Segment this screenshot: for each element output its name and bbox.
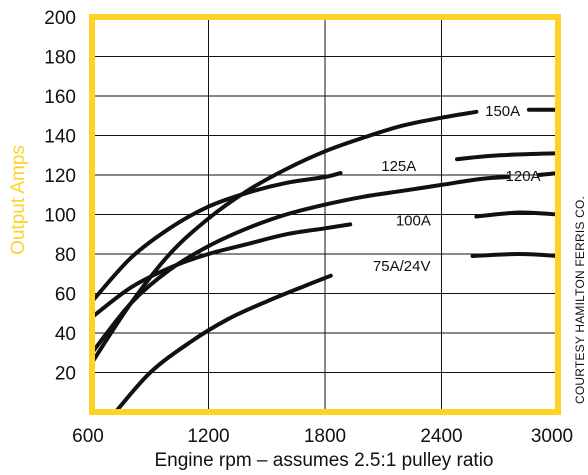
series-curve-120a [90, 175, 510, 355]
y-tick-label: 140 [44, 127, 76, 148]
x-tick-label: 1800 [304, 426, 346, 447]
series-curve-tail-75a-24v [470, 251, 560, 258]
photo-credit: COURTESY HAMILTON FERRIS CO. [573, 196, 587, 404]
series-curve-tail-125a [455, 151, 560, 162]
series-label-125a: 125A [381, 158, 416, 175]
x-tick-label: 3000 [531, 426, 573, 447]
series-curve-75a-24v [115, 273, 333, 412]
y-tick-label: 100 [44, 206, 76, 227]
y-tick-label: 180 [44, 48, 76, 69]
series-label-120a: 120A [506, 168, 541, 185]
y-axis-ticks: 20 40 60 80 100 120 140 160 180 200 [44, 8, 76, 385]
series-label-150a: 150A [485, 103, 520, 120]
y-tick-label: 120 [44, 166, 76, 187]
series-curve-100a [90, 222, 353, 320]
series-label-100a: 100A [396, 212, 431, 229]
series-label-75a-24v: 75A/24V [373, 258, 431, 275]
x-axis-ticks: 600 1200 1800 2400 3000 [72, 426, 573, 447]
plot-frame [89, 14, 561, 415]
series-curve-150a [90, 109, 479, 365]
y-tick-label: 60 [55, 285, 76, 306]
y-tick-label: 80 [55, 245, 76, 266]
series-curve-125a [90, 171, 343, 304]
y-axis-title: Output Amps [8, 145, 29, 255]
y-tick-label: 200 [44, 8, 76, 29]
x-tick-label: 2400 [420, 426, 462, 447]
y-tick-label: 20 [55, 364, 76, 385]
x-axis-title: Engine rpm – assumes 2.5:1 pulley ratio [154, 450, 493, 471]
x-tick-label: 1200 [187, 426, 229, 447]
y-tick-label: 160 [44, 87, 76, 108]
series-labels: 150A 125A 120A 100A 75A/24V [373, 103, 541, 275]
y-tick-label: 40 [55, 324, 76, 345]
x-tick-label: 600 [72, 426, 104, 447]
series-curve-tail-100a [474, 210, 560, 219]
